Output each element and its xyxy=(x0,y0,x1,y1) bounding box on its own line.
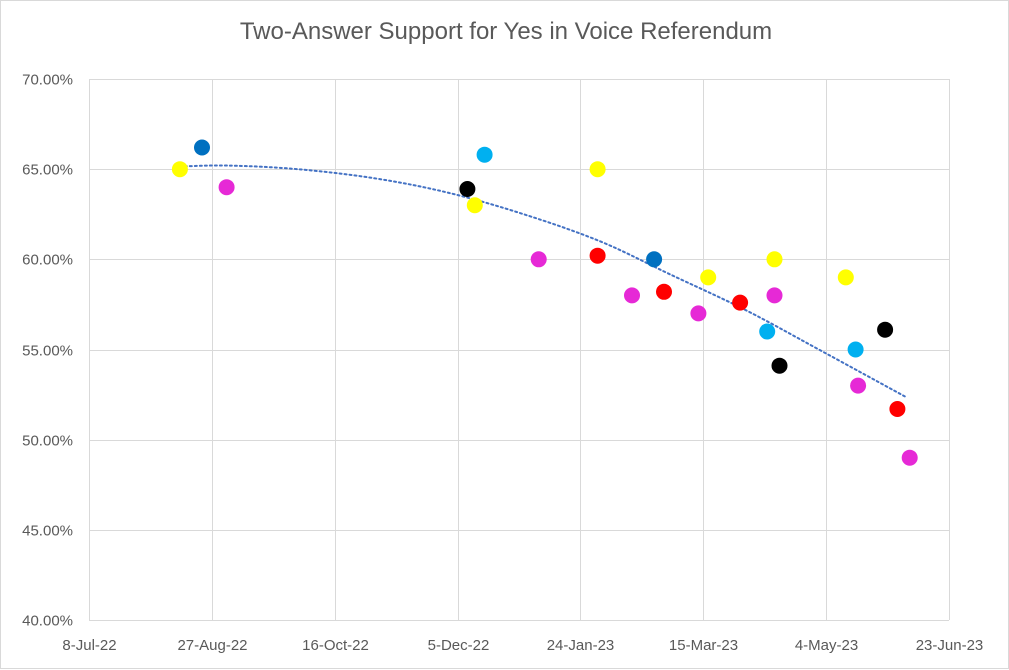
data-point-red xyxy=(589,247,606,264)
data-point-magenta xyxy=(690,305,707,322)
data-point-magenta xyxy=(218,179,235,196)
y-tick-label: 40.00% xyxy=(22,613,73,630)
data-point-magenta xyxy=(624,287,640,304)
data-point-yellow xyxy=(700,269,717,286)
data-point-yellow xyxy=(589,161,606,178)
data-point-yellow xyxy=(171,161,188,178)
data-point-black xyxy=(877,321,894,338)
data-point-lightblue xyxy=(476,146,493,163)
data-point-magenta xyxy=(530,251,547,268)
gridlines xyxy=(89,79,950,621)
x-tick-label: 23-Jun-23 xyxy=(916,637,984,654)
y-tick-label: 60.00% xyxy=(22,252,73,269)
data-point-magenta xyxy=(850,377,867,394)
data-point-yellow xyxy=(766,251,783,268)
y-tick-label: 70.00% xyxy=(22,72,73,89)
chart-title: Two-Answer Support for Yes in Voice Refe… xyxy=(240,18,772,45)
data-points xyxy=(171,139,918,466)
data-point-blue xyxy=(194,139,210,156)
data-point-red xyxy=(889,401,906,417)
data-point-blue xyxy=(646,251,663,268)
data-point-lightblue xyxy=(847,341,864,358)
data-point-black xyxy=(459,181,476,197)
data-point-magenta xyxy=(766,287,783,304)
y-tick-label: 50.00% xyxy=(22,433,73,450)
trendline xyxy=(178,164,906,398)
x-tick-label: 5-Dec-22 xyxy=(428,637,490,654)
y-tick-label: 45.00% xyxy=(22,523,73,540)
x-tick-label: 16-Oct-22 xyxy=(302,637,369,654)
data-point-yellow xyxy=(466,197,483,214)
x-tick-label: 8-Jul-22 xyxy=(62,637,116,654)
data-point-magenta xyxy=(901,449,918,466)
y-axis-tick-labels: 40.00% 45.00% 50.00% 55.00% 60.00% 65.00% 70.0… xyxy=(22,72,73,630)
x-axis-tick-labels: 8-Jul-22 27-Aug-22 16-Oct-22 5-Dec-22 24-Jan… xyxy=(62,637,983,654)
x-tick-label: 24-Jan-23 xyxy=(547,637,615,654)
x-tick-label: 15-Mar-23 xyxy=(669,637,738,654)
y-tick-label: 55.00% xyxy=(22,343,73,360)
data-point-lightblue xyxy=(759,323,776,340)
y-tick-label: 65.00% xyxy=(22,162,73,179)
data-point-black xyxy=(771,357,788,374)
x-tick-label: 4-May-23 xyxy=(795,637,858,654)
data-point-red xyxy=(732,294,749,311)
data-point-red xyxy=(656,283,672,300)
x-tick-label: 27-Aug-22 xyxy=(177,637,247,654)
data-point-yellow xyxy=(837,269,854,286)
